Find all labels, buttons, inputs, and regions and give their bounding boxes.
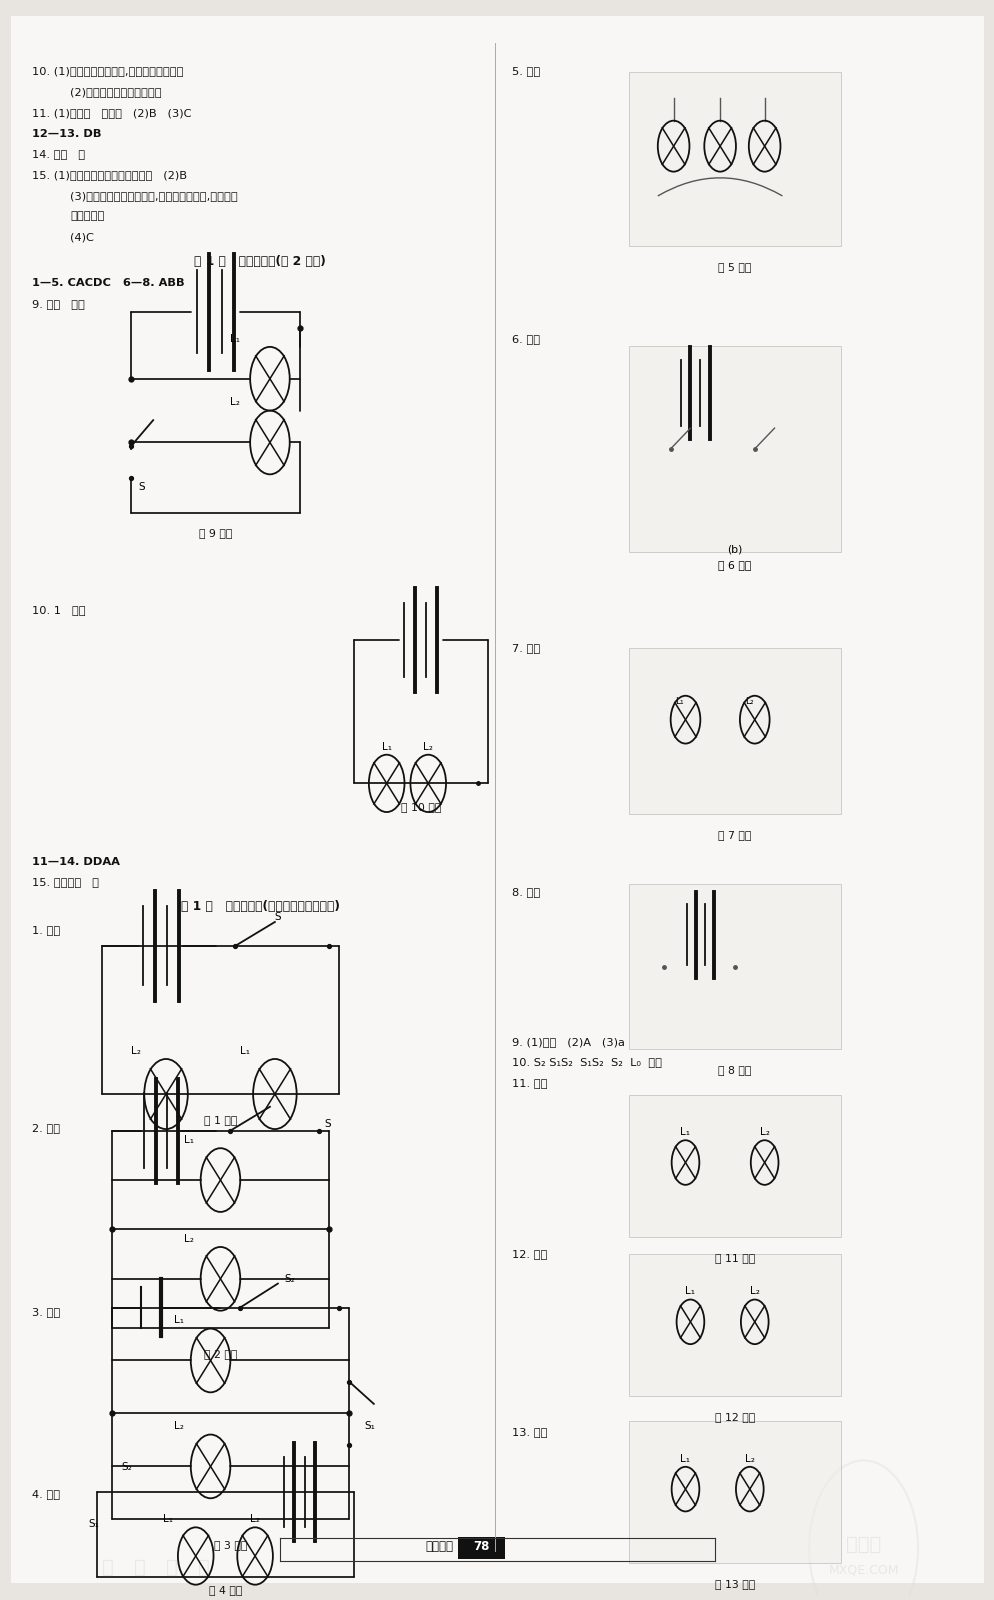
Text: L₁: L₁ xyxy=(240,1046,249,1056)
Text: 第 13 题图: 第 13 题图 xyxy=(714,1579,754,1589)
Text: 11. 如图: 11. 如图 xyxy=(512,1078,548,1088)
Text: (4)C: (4)C xyxy=(70,232,93,242)
Text: L₂: L₂ xyxy=(422,741,432,752)
Text: 12—13. DB: 12—13. DB xyxy=(33,128,101,139)
Text: L₁: L₁ xyxy=(675,696,684,706)
Text: MXQE.COM: MXQE.COM xyxy=(828,1563,898,1578)
Text: 第 5 题图: 第 5 题图 xyxy=(718,262,750,272)
Text: L₁: L₁ xyxy=(174,1315,184,1325)
Text: 第 1 题图: 第 1 题图 xyxy=(204,1115,237,1125)
Text: 14. 不能   负: 14. 不能 负 xyxy=(33,149,85,160)
Text: S₂: S₂ xyxy=(284,1274,295,1285)
Text: 4. 如图: 4. 如图 xyxy=(33,1490,61,1499)
Text: 11—14. DDAA: 11—14. DDAA xyxy=(33,856,120,867)
Text: 1—5. CACDC   6—8. ABB: 1—5. CACDC 6—8. ABB xyxy=(33,278,185,288)
Text: 第 6 题图: 第 6 题图 xyxy=(718,560,750,570)
Text: 12. 如图: 12. 如图 xyxy=(512,1248,547,1259)
Text: L₂: L₂ xyxy=(184,1234,194,1243)
Text: 9. (1)短路   (2)A   (3)a: 9. (1)短路 (2)A (3)a xyxy=(512,1037,624,1046)
Text: L₁: L₁ xyxy=(184,1134,194,1146)
Text: L₁: L₁ xyxy=(382,741,392,752)
Text: L₂: L₂ xyxy=(745,1454,754,1464)
Text: 11. (1)带负电   带正电   (2)B   (3)C: 11. (1)带负电 带正电 (2)B (3)C xyxy=(33,107,192,118)
Text: 6. 如图: 6. 如图 xyxy=(512,334,540,344)
Text: L₁: L₁ xyxy=(680,1454,690,1464)
Text: L₂: L₂ xyxy=(174,1421,184,1432)
Text: 第 1 节   电荷与电流(第 2 课时): 第 1 节 电荷与电流(第 2 课时) xyxy=(194,256,326,269)
FancyBboxPatch shape xyxy=(457,1538,505,1560)
Text: L₁: L₁ xyxy=(685,1286,695,1296)
Text: 第 4 题图: 第 4 题图 xyxy=(209,1584,242,1595)
Text: 10. S₂ S₁S₂  S₁S₂  S₂  L₀  短路: 10. S₂ S₁S₂ S₁S₂ S₂ L₀ 短路 xyxy=(512,1058,662,1067)
Text: (b): (b) xyxy=(727,544,742,555)
Text: 13. 如图: 13. 如图 xyxy=(512,1427,548,1437)
Text: L₂: L₂ xyxy=(759,1126,768,1138)
Text: L₂: L₂ xyxy=(749,1286,759,1296)
Text: 第 3 题图: 第 3 题图 xyxy=(214,1541,247,1550)
Text: 第 7 题图: 第 7 题图 xyxy=(718,829,750,840)
Text: S₁: S₁ xyxy=(88,1520,99,1530)
Text: 第 1 节   电荷与电流(电路图连接专项练习): 第 1 节 电荷与电流(电路图连接专项练习) xyxy=(181,901,339,914)
Text: 78: 78 xyxy=(473,1541,489,1554)
Text: 精   彩   精   彩: 精 彩 精 彩 xyxy=(101,1558,210,1576)
Text: L₁: L₁ xyxy=(230,334,241,344)
FancyBboxPatch shape xyxy=(628,1254,840,1395)
Text: 1. 如图: 1. 如图 xyxy=(33,925,61,934)
Text: 答案圈: 答案圈 xyxy=(845,1536,881,1554)
Text: (3)在电荷量一定的情况下,电荷间距离越小,电荷间的: (3)在电荷量一定的情况下,电荷间距离越小,电荷间的 xyxy=(70,190,238,200)
Text: 作用力越大: 作用力越大 xyxy=(70,211,104,221)
Text: L₂: L₂ xyxy=(131,1046,141,1056)
Text: S: S xyxy=(138,482,145,493)
Text: 第 8 题图: 第 8 题图 xyxy=(718,1066,750,1075)
Text: L₂: L₂ xyxy=(249,1514,259,1525)
Text: L₂: L₂ xyxy=(745,696,752,706)
Text: 7. 如图: 7. 如图 xyxy=(512,643,540,653)
Text: 9. 并联   如图: 9. 并联 如图 xyxy=(33,299,85,309)
FancyBboxPatch shape xyxy=(628,346,840,552)
Text: 15. (1)丝线与竖直方向的夹角大小   (2)B: 15. (1)丝线与竖直方向的夹角大小 (2)B xyxy=(33,170,187,181)
Text: L₂: L₂ xyxy=(231,397,240,408)
FancyBboxPatch shape xyxy=(628,883,840,1050)
Text: S: S xyxy=(273,912,280,922)
Text: S: S xyxy=(324,1120,331,1130)
FancyBboxPatch shape xyxy=(628,1094,840,1237)
Text: 8. 如图: 8. 如图 xyxy=(512,886,540,898)
Text: 第 2 题图: 第 2 题图 xyxy=(204,1349,237,1358)
Text: 第 12 题图: 第 12 题图 xyxy=(714,1411,754,1422)
Text: 第 11 题图: 第 11 题图 xyxy=(714,1253,754,1262)
Text: 目标精品: 目标精品 xyxy=(424,1541,452,1554)
Text: 15. 摩擦起电   负: 15. 摩擦起电 负 xyxy=(33,877,99,888)
FancyBboxPatch shape xyxy=(628,1421,840,1563)
FancyBboxPatch shape xyxy=(628,648,840,814)
Text: L₁: L₁ xyxy=(680,1126,690,1138)
Text: 第 9 题图: 第 9 题图 xyxy=(199,528,232,539)
Text: 10. (1)同种电荷相互排斥,异种电荷相互吸引: 10. (1)同种电荷相互排斥,异种电荷相互吸引 xyxy=(33,67,184,77)
Text: S₂: S₂ xyxy=(121,1462,132,1472)
Text: S₁: S₁ xyxy=(364,1421,375,1432)
Text: 第 10 题图: 第 10 题图 xyxy=(401,803,440,813)
Text: 3. 如图: 3. 如图 xyxy=(33,1307,61,1317)
FancyBboxPatch shape xyxy=(11,16,983,1582)
Text: (2)没有多次实验找普遍规律: (2)没有多次实验找普遍规律 xyxy=(70,88,161,98)
Text: L₁: L₁ xyxy=(163,1514,173,1525)
Text: 5. 如图: 5. 如图 xyxy=(512,67,540,77)
Text: 2. 如图: 2. 如图 xyxy=(33,1123,61,1133)
FancyBboxPatch shape xyxy=(628,72,840,246)
Text: 10. 1   如图: 10. 1 如图 xyxy=(33,605,86,614)
